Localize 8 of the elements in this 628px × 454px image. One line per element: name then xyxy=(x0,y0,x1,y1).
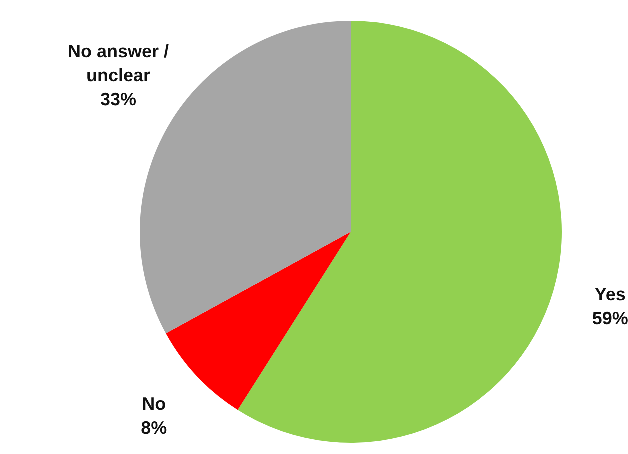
data-label: 33% xyxy=(100,89,137,110)
slice-label: Yes xyxy=(594,284,626,304)
slice-label: No xyxy=(142,394,166,414)
slice-label: No answer / unclear xyxy=(68,41,170,86)
pie-slice xyxy=(166,232,351,410)
data-label: 59% xyxy=(592,308,628,328)
data-label: 8% xyxy=(141,418,168,438)
pie-slice xyxy=(238,21,562,443)
